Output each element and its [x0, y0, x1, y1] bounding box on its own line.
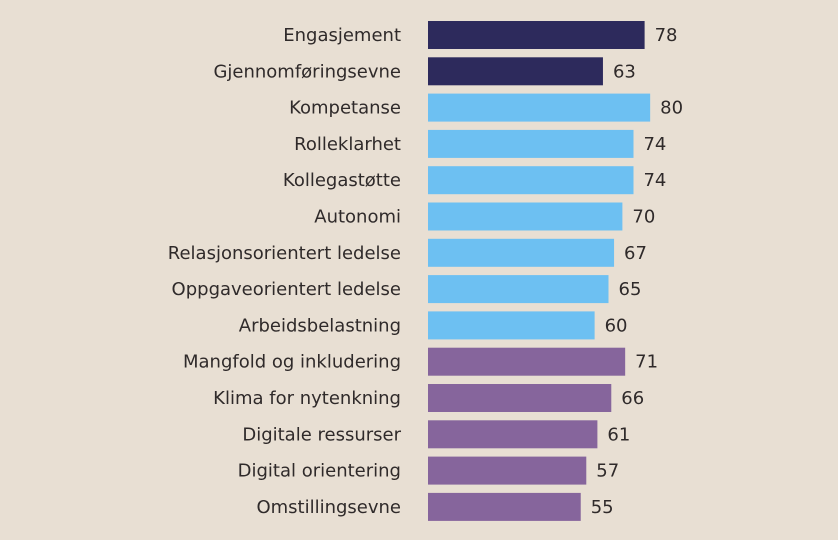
bar: [428, 93, 651, 122]
value-label: 71: [635, 352, 658, 373]
bar: [428, 129, 634, 158]
bar: [428, 202, 623, 231]
bar: [428, 57, 603, 86]
value-label: 78: [655, 25, 678, 46]
value-label: 74: [643, 170, 666, 191]
value-label: 66: [621, 388, 644, 409]
value-label: 60: [605, 315, 628, 336]
category-label: Engasjement: [283, 25, 401, 46]
value-label: 74: [643, 134, 666, 155]
category-label: Kompetanse: [289, 98, 401, 119]
category-label: Digital orientering: [238, 461, 401, 482]
category-label: Digitale ressurser: [242, 424, 401, 445]
bar: [428, 492, 581, 521]
bar: [428, 420, 598, 449]
value-label: 63: [613, 61, 636, 82]
value-label: 70: [632, 207, 655, 228]
value-label: 57: [596, 461, 619, 482]
bar: [428, 384, 612, 412]
bar: [428, 311, 595, 340]
value-label: 80: [660, 98, 683, 119]
value-label: 67: [624, 243, 647, 264]
value-label: 55: [591, 497, 614, 518]
category-label: Relasjonsorientert ledelse: [168, 243, 401, 264]
bar: [428, 166, 634, 195]
bar: [428, 275, 609, 304]
category-label: Rolleklarhet: [294, 134, 401, 155]
category-label: Autonomi: [314, 207, 401, 228]
category-label: Arbeidsbelastning: [239, 315, 401, 336]
category-label: Klima for nytenkning: [213, 388, 401, 409]
category-label: Mangfold og inkludering: [183, 352, 401, 373]
bar: [428, 21, 645, 49]
bars-group: Engasjement 78 Gjennomføringsevne 63 Kompeta…: [168, 21, 683, 521]
value-label: 61: [607, 424, 630, 445]
bar: [428, 347, 626, 376]
bar: [428, 456, 587, 485]
category-label: Oppgaveorientert ledelse: [172, 279, 401, 300]
bar: [428, 238, 615, 267]
category-label: Omstillingsevne: [256, 497, 401, 518]
category-label: Gjennomføringsevne: [213, 61, 401, 82]
category-label: Kollegastøtte: [283, 170, 401, 191]
value-label: 65: [619, 279, 642, 300]
